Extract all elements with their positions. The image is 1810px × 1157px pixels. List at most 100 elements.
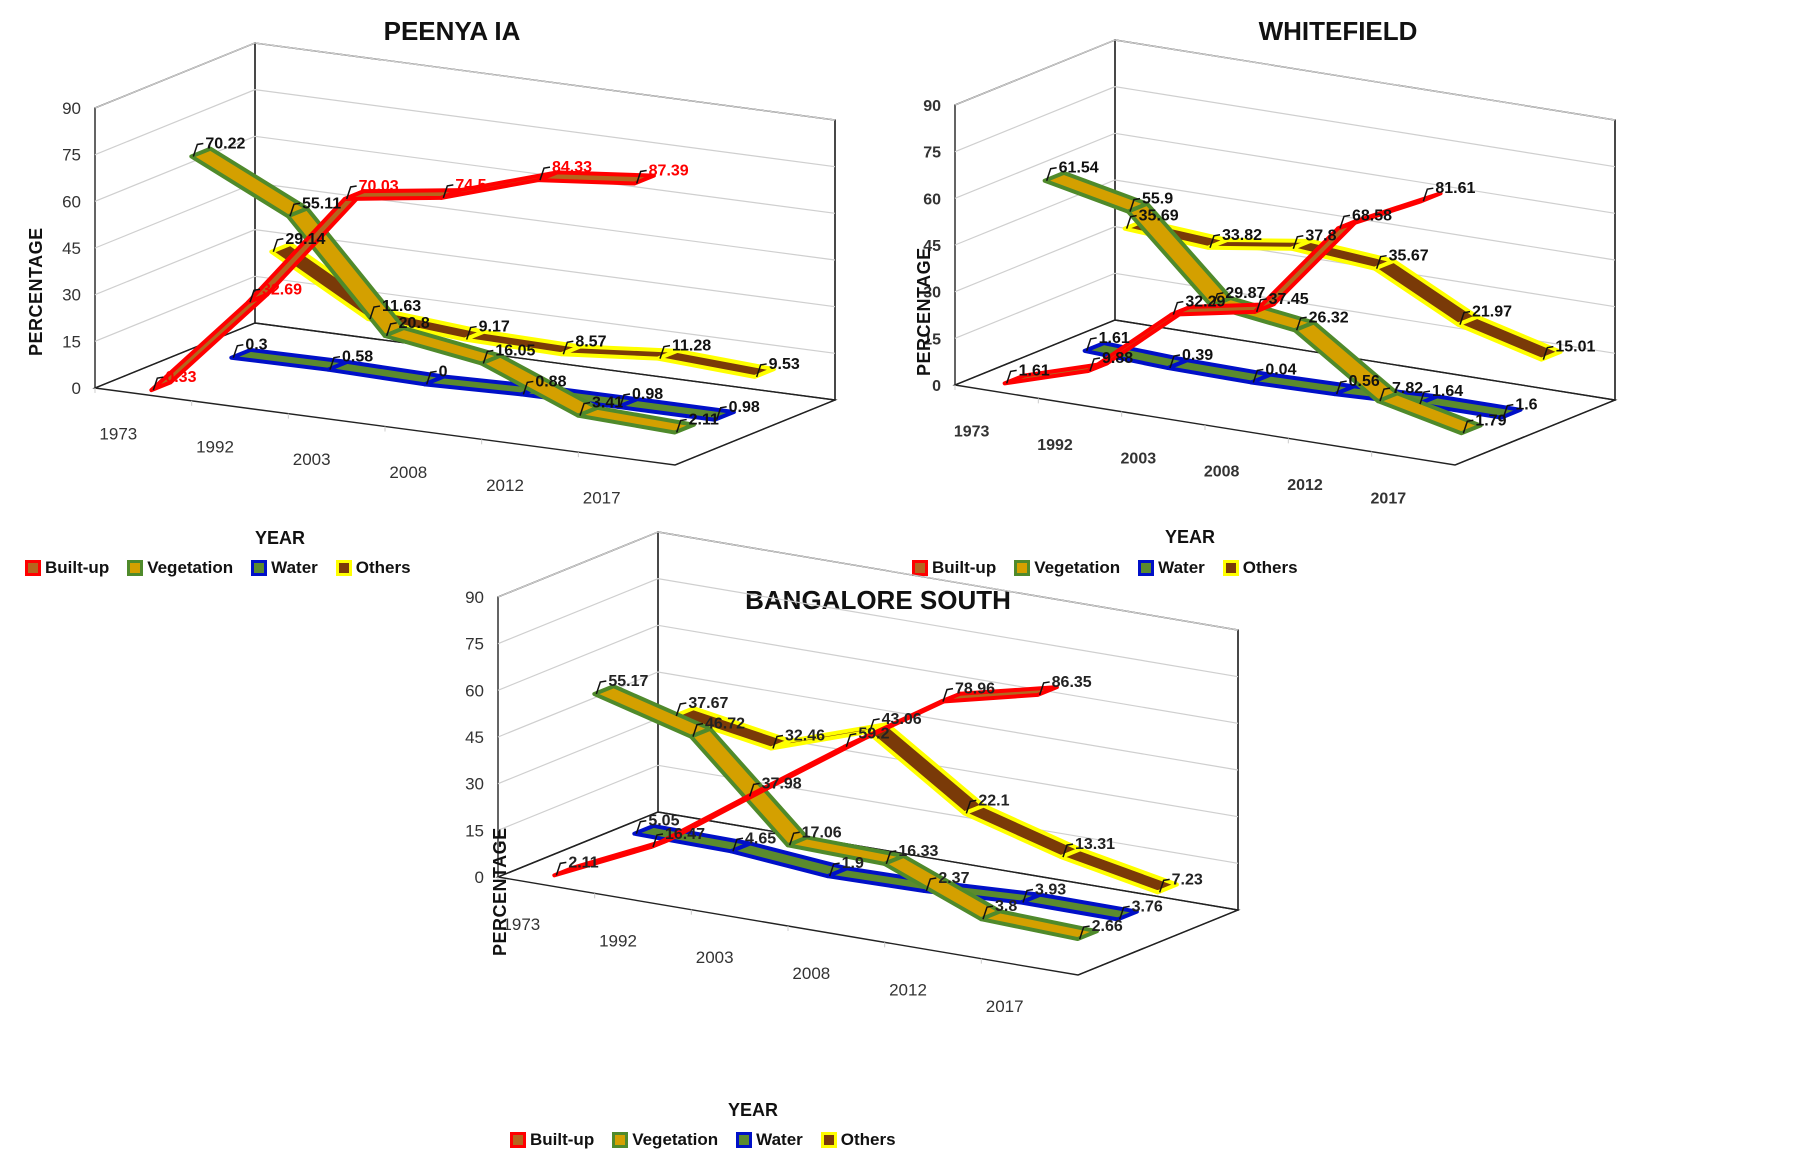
data-label: 3.76: [1132, 898, 1163, 915]
leader-line: [1422, 187, 1434, 202]
x-tick-label: 2017: [986, 997, 1024, 1016]
data-label: 1.6: [1515, 397, 1537, 414]
leader-line: [755, 363, 767, 378]
data-label: 61.54: [1059, 160, 1099, 177]
data-label: 8.57: [575, 333, 606, 350]
data-label: 2.11: [568, 854, 598, 871]
x-axis-label: YEAR: [255, 528, 306, 548]
x-tick-label: 2003: [1121, 450, 1157, 467]
legend-item-others: Others: [820, 1130, 896, 1150]
series-segment: [1019, 892, 1139, 922]
data-label: 13.31: [1075, 836, 1115, 853]
leader-line: [828, 862, 840, 877]
y-axis-label: PERCENTAGE: [26, 227, 46, 356]
legend-item-water: Water: [1138, 558, 1205, 578]
data-label: 37.67: [688, 695, 728, 712]
data-label: 46.72: [705, 716, 745, 733]
series-segment: [1376, 391, 1483, 436]
leader-line: [925, 877, 937, 892]
y-tick-label: 0: [72, 379, 81, 398]
legend-item-built-up: Built-up: [510, 1130, 594, 1150]
data-label: 0.3: [245, 337, 267, 354]
leader-line: [635, 169, 647, 184]
series-vegetation: [189, 146, 696, 435]
floor-edge: [674, 399, 836, 466]
data-label: 20.8: [399, 315, 430, 332]
chart-walls: [952, 38, 1618, 466]
data-label: 5.05: [648, 813, 679, 830]
leader-line: [1005, 369, 1017, 384]
leader-line: [659, 344, 671, 359]
series-segment: [1416, 394, 1523, 420]
legend: Built-up Vegetation Water Others: [912, 558, 1298, 578]
data-label: 59.2: [858, 726, 889, 743]
legend-item-vegetation: Vegetation: [612, 1130, 718, 1150]
leader-line: [675, 702, 687, 717]
leader-line: [482, 349, 494, 364]
data-label: 26.32: [1309, 309, 1349, 326]
series-built-up: [1002, 191, 1443, 386]
x-tick-label: 1992: [599, 932, 637, 951]
data-label: 21.97: [1472, 304, 1512, 321]
series-vegetation: [592, 684, 1099, 942]
leader-line: [748, 782, 760, 797]
series-segment: [189, 146, 310, 219]
leader-line: [1379, 387, 1391, 402]
data-label: 55.9: [1142, 191, 1173, 208]
data-label: 1.61: [1019, 362, 1050, 379]
data-label: 17.06: [802, 824, 842, 841]
leader-line: [885, 850, 897, 865]
legend-label: Water: [271, 558, 318, 577]
gridline: [94, 135, 836, 214]
data-label: 16.05: [495, 342, 535, 359]
leader-line: [555, 861, 567, 876]
legend-swatch: [251, 560, 268, 576]
leader-line: [289, 202, 301, 217]
leader-line: [1419, 390, 1431, 405]
leader-line: [1129, 197, 1141, 212]
leader-line: [1085, 337, 1097, 352]
series-segment: [979, 909, 1099, 942]
leader-line: [1209, 234, 1221, 249]
data-label: 7.82: [1392, 380, 1423, 397]
data-label: 43.06: [882, 711, 922, 728]
gridline: [954, 132, 1616, 214]
data-label: 78.96: [955, 681, 995, 698]
x-axis-label: YEAR: [728, 1100, 779, 1120]
y-tick-label: 30: [923, 285, 941, 302]
data-label: 3.41: [592, 395, 623, 412]
leader-line: [1045, 166, 1057, 181]
legend-item-water: Water: [251, 558, 318, 578]
legend-swatch: [1014, 560, 1031, 576]
x-axis-label: YEAR: [1165, 527, 1216, 547]
leader-line: [192, 142, 204, 157]
legend-item-vegetation: Vegetation: [1014, 558, 1120, 578]
data-label: 3.8: [995, 898, 1017, 915]
chart-title: PEENYA IA: [383, 16, 521, 46]
data-label: 16.33: [898, 843, 938, 860]
leader-line: [442, 184, 454, 199]
leader-line: [635, 819, 647, 834]
gridline: [497, 531, 1239, 631]
data-label: 33.82: [1222, 227, 1262, 244]
data-label: 4.65: [745, 830, 776, 847]
legend-swatch: [127, 560, 144, 576]
data-label: 11.63: [382, 298, 421, 315]
leader-line: [1158, 878, 1170, 893]
data-label: 84.33: [552, 159, 592, 176]
data-label: 0.04: [1265, 361, 1296, 378]
series-segment: [536, 170, 656, 186]
leader-line: [579, 401, 591, 416]
data-label: 1.79: [1475, 412, 1506, 429]
leader-line: [868, 718, 880, 733]
legend-label: Vegetation: [632, 1130, 719, 1149]
chart-title: WHITEFIELD: [1258, 16, 1418, 46]
data-label: 55.11: [302, 195, 341, 212]
leader-line: [425, 370, 437, 385]
data-label: 9.88: [1102, 350, 1133, 367]
series-segment: [1372, 258, 1480, 327]
x-tick-label: 1973: [502, 915, 540, 934]
legend-swatch: [510, 1132, 526, 1148]
leader-line: [1295, 316, 1307, 331]
x-tick-label: 2012: [889, 981, 927, 1000]
